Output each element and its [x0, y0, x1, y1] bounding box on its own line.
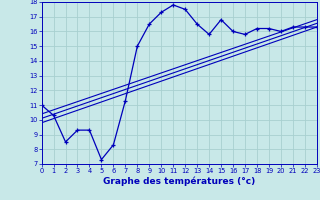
X-axis label: Graphe des températures (°c): Graphe des températures (°c) [103, 177, 255, 186]
